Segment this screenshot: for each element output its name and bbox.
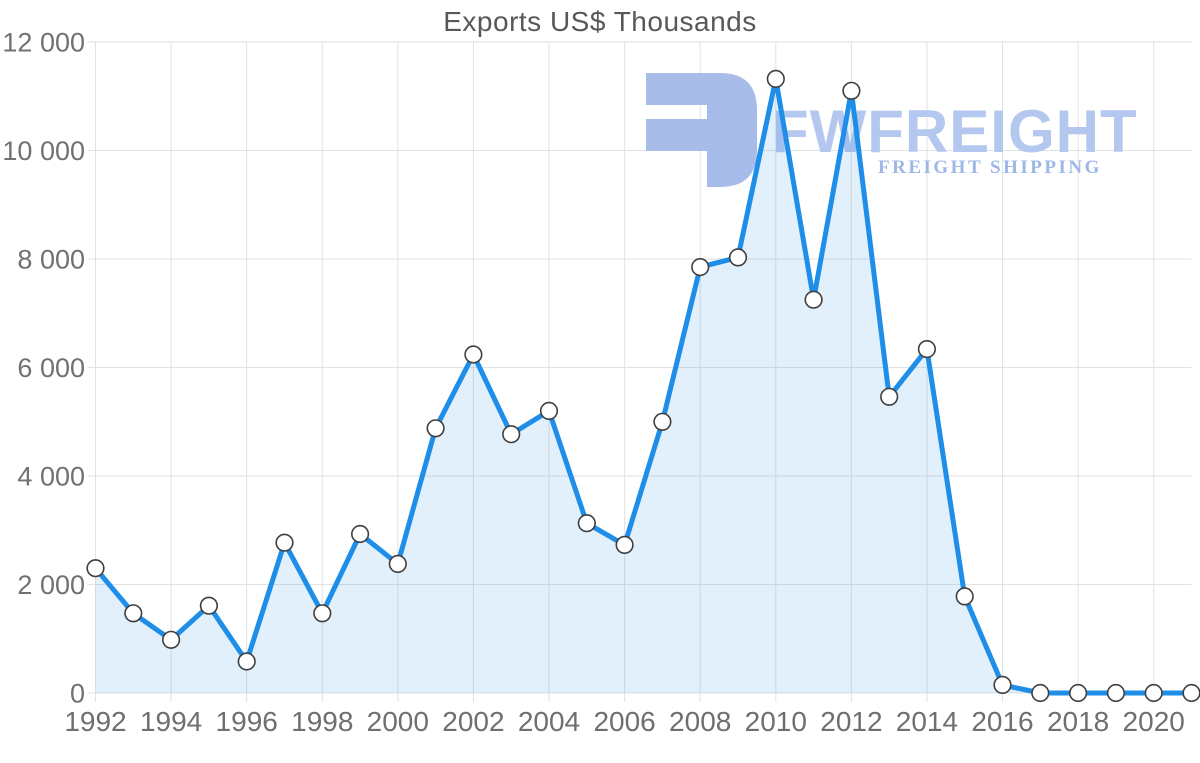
y-tick-label: 6 000 xyxy=(17,353,85,383)
data-point[interactable] xyxy=(426,419,445,438)
area-fill xyxy=(95,78,1192,693)
fwfreight-logo-icon xyxy=(646,73,757,187)
data-point[interactable] xyxy=(880,387,899,406)
data-point[interactable] xyxy=(1068,683,1088,703)
data-point[interactable] xyxy=(917,340,937,359)
x-tick-label: 2018 xyxy=(1047,706,1109,737)
data-point[interactable] xyxy=(842,81,861,100)
data-point[interactable] xyxy=(615,535,634,555)
x-tick-label: 2016 xyxy=(971,706,1033,737)
data-point[interactable] xyxy=(351,524,370,544)
x-axis-labels: 1992 1994 1996 1998 2000 2002 2004 2006 2008 2010… xyxy=(64,706,1184,737)
x-tick-label: 2012 xyxy=(820,706,882,737)
x-tick-label: 2010 xyxy=(745,706,807,737)
data-point[interactable] xyxy=(124,604,143,623)
data-point[interactable] xyxy=(388,554,407,574)
data-point[interactable] xyxy=(313,604,332,623)
y-axis-labels: 0 2 000 4 000 6 000 8 000 10 000 12 000 xyxy=(2,28,85,709)
x-tick-label: 2000 xyxy=(367,706,429,737)
y-tick-label: 0 xyxy=(70,679,85,709)
data-point[interactable] xyxy=(539,401,559,421)
data-point[interactable] xyxy=(502,425,521,444)
y-tick-label: 10 000 xyxy=(2,136,85,166)
data-point[interactable] xyxy=(1182,683,1200,703)
gridlines xyxy=(87,41,1192,702)
data-point[interactable] xyxy=(86,559,105,578)
data-point[interactable] xyxy=(464,345,483,364)
data-point[interactable] xyxy=(162,630,181,649)
watermark-brand-text: FWFREIGHT xyxy=(772,98,1138,165)
x-tick-label: 1994 xyxy=(140,706,202,737)
y-tick-label: 2 000 xyxy=(17,570,85,600)
data-points xyxy=(86,69,1200,703)
watermark-logo: FWFREIGHT FREIGHT SHIPPING xyxy=(646,73,1138,187)
x-tick-label: 1992 xyxy=(64,706,126,737)
x-tick-label: 2004 xyxy=(518,706,580,737)
x-tick-label: 2020 xyxy=(1123,706,1185,737)
x-tick-label: 1996 xyxy=(216,706,278,737)
x-tick-label: 2014 xyxy=(896,706,958,737)
x-tick-label: 2002 xyxy=(442,706,504,737)
chart-title: Exports US$ Thousands xyxy=(443,6,757,37)
y-tick-label: 12 000 xyxy=(2,28,85,58)
y-tick-label: 4 000 xyxy=(17,462,85,492)
data-point[interactable] xyxy=(993,675,1012,695)
data-point[interactable] xyxy=(955,587,974,606)
data-point[interactable] xyxy=(237,652,256,671)
data-point[interactable] xyxy=(577,514,596,533)
x-tick-label: 1998 xyxy=(291,706,353,737)
data-point[interactable] xyxy=(728,248,748,267)
x-tick-label: 2006 xyxy=(593,706,655,737)
data-point[interactable] xyxy=(1144,683,1163,703)
data-point[interactable] xyxy=(1106,683,1125,703)
data-point[interactable] xyxy=(1031,683,1050,703)
data-point[interactable] xyxy=(804,290,823,309)
data-point[interactable] xyxy=(766,69,785,88)
x-tick-label: 2008 xyxy=(669,706,731,737)
data-point[interactable] xyxy=(275,533,294,552)
data-point[interactable] xyxy=(653,412,672,431)
data-point[interactable] xyxy=(199,596,218,615)
data-point[interactable] xyxy=(691,258,710,277)
watermark-tagline-text: FREIGHT SHIPPING xyxy=(878,157,1102,178)
y-tick-label: 8 000 xyxy=(17,245,85,275)
